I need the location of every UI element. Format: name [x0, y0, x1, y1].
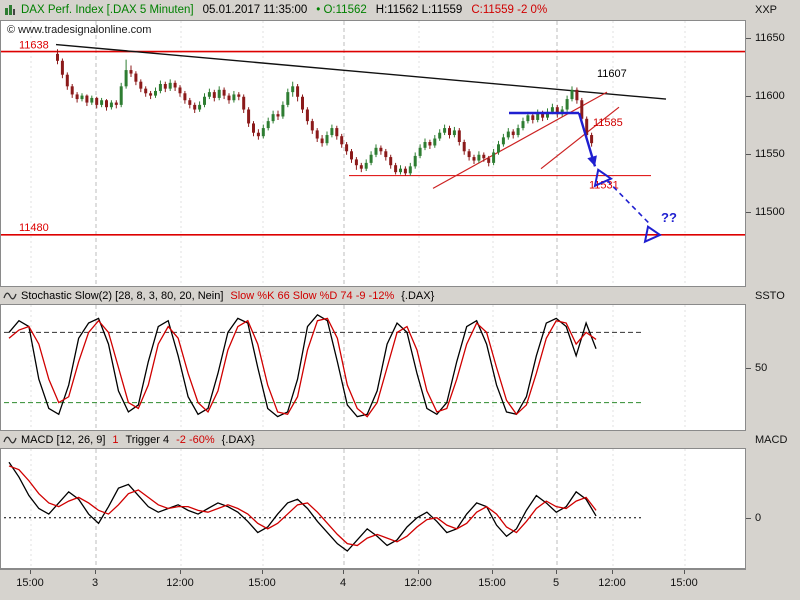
x-axis-tick: [95, 570, 96, 574]
header-segment: • O:11562: [316, 4, 367, 16]
indicator-line: [8, 465, 597, 547]
question-marks-label: ??: [661, 210, 677, 225]
header-segment: MACD [12, 26, 9]: [21, 433, 106, 446]
y-axis-tick: [746, 37, 751, 39]
header-segment: C:11559 -2 0%: [471, 4, 548, 16]
header-segment: Trigger 4: [125, 433, 170, 446]
x-axis-label: 12:00: [598, 577, 626, 589]
candles-series[interactable]: [56, 49, 594, 176]
x-axis-label: 12:00: [404, 577, 432, 589]
trendline[interactable]: [432, 91, 608, 189]
stochastic-canvas[interactable]: [1, 305, 745, 430]
indicator-wave-icon: [3, 290, 17, 302]
header-segment: {.DAX}: [401, 289, 435, 302]
x-axis-tick: [418, 570, 419, 574]
stochastic-header: Stochastic Slow(2) [28, 8, 3, 80, 20, Ne…: [0, 287, 746, 304]
x-axis-label: 15:00: [670, 577, 698, 589]
macd-header: MACD [12, 26, 9] 1 Trigger 4 -2 -60% {.DAX}: [0, 431, 746, 448]
x-axis-label: 15:00: [16, 577, 44, 589]
price-axis-label: 11600: [755, 89, 785, 102]
macd-header-segments: MACD [12, 26, 9] 1 Trigger 4 -2 -60% {.DAX}: [21, 434, 262, 446]
header-segment: DAX Perf. Index [.DAX 5 Minuten]: [21, 4, 194, 16]
y-axis-tick: [746, 211, 751, 213]
blue-forecast-annotation[interactable]: ??: [509, 111, 677, 244]
main-price-panel[interactable]: 11638 11480 11531 11607 11585??: [0, 20, 746, 287]
watermark-text: © www.tradesignalonline.com: [7, 24, 152, 36]
indicator-line: [8, 317, 597, 418]
x-axis-tick: [612, 570, 613, 574]
stochastic-panel[interactable]: [0, 304, 746, 431]
trendline-label: 11607: [597, 68, 627, 80]
price-axis-label: 11550: [755, 147, 785, 160]
chart-header-segments: DAX Perf. Index [.DAX 5 Minuten] 05.01.20…: [21, 4, 556, 16]
indicator-line: [8, 461, 597, 552]
x-axis-label: 5: [552, 577, 560, 589]
header-segment: {.DAX}: [221, 433, 255, 446]
header-segment: 05.01.2017 11:35:00: [202, 4, 308, 16]
header-segment: 1: [112, 433, 119, 446]
macd-axis-label: 0: [755, 511, 762, 524]
panel-label-xxp: XXP: [755, 4, 778, 16]
x-axis-tick: [30, 570, 31, 574]
x-axis-tick: [684, 570, 685, 574]
x-axis-label: 4: [339, 577, 347, 589]
sto-axis-label: 50: [755, 361, 768, 374]
level-label: 11480: [19, 222, 49, 234]
x-axis-tick: [343, 570, 344, 574]
time-axis[interactable]: 15:00 3 12:00 15:00 4 12:00 15:00 5 12:00 15:00: [0, 569, 746, 600]
y-axis-tick: [746, 153, 751, 155]
x-axis-label: 15:00: [478, 577, 506, 589]
instrument-icon: [4, 4, 16, 16]
value-axis-column[interactable]: XXP 11650 11600 11550 11500 SSTO 50 MACD 0: [746, 0, 800, 600]
price-axis-label: 11500: [755, 205, 785, 218]
y-axis-tick: [746, 517, 751, 519]
price-axis-label: 11650: [755, 31, 785, 44]
x-axis-tick: [180, 570, 181, 574]
chart-title-bar: DAX Perf. Index [.DAX 5 Minuten] 05.01.20…: [0, 0, 746, 20]
level-label: 11638: [19, 40, 49, 52]
x-axis-tick: [556, 570, 557, 574]
macd-panel[interactable]: [0, 448, 746, 569]
x-axis-tick: [262, 570, 263, 574]
indicator-line: [8, 314, 597, 418]
trendline[interactable]: [55, 43, 667, 100]
y-axis-tick: [746, 95, 751, 97]
header-segment: Stochastic Slow(2) [28, 8, 3, 80, 20, Ne…: [21, 289, 224, 302]
panel-label-ssto: SSTO: [755, 290, 785, 302]
price-label: 11585: [593, 117, 623, 129]
x-axis-label: 3: [91, 577, 99, 589]
panel-label-macd: MACD: [755, 434, 788, 446]
sto-header-segments: Stochastic Slow(2) [28, 8, 3, 80, 20, Ne…: [21, 290, 441, 302]
x-axis-label: 15:00: [248, 577, 276, 589]
trendline[interactable]: [540, 106, 620, 170]
x-axis-tick: [492, 570, 493, 574]
header-segment: H:11562 L:11559: [375, 4, 463, 16]
header-segment: Slow %K 66 Slow %D 74 -9 -12%: [230, 289, 395, 302]
indicator-wave-icon: [3, 434, 17, 446]
y-axis-tick: [746, 367, 751, 369]
macd-canvas[interactable]: [1, 449, 745, 568]
x-axis-label: 12:00: [166, 577, 194, 589]
header-segment: -2 -60%: [176, 433, 215, 446]
